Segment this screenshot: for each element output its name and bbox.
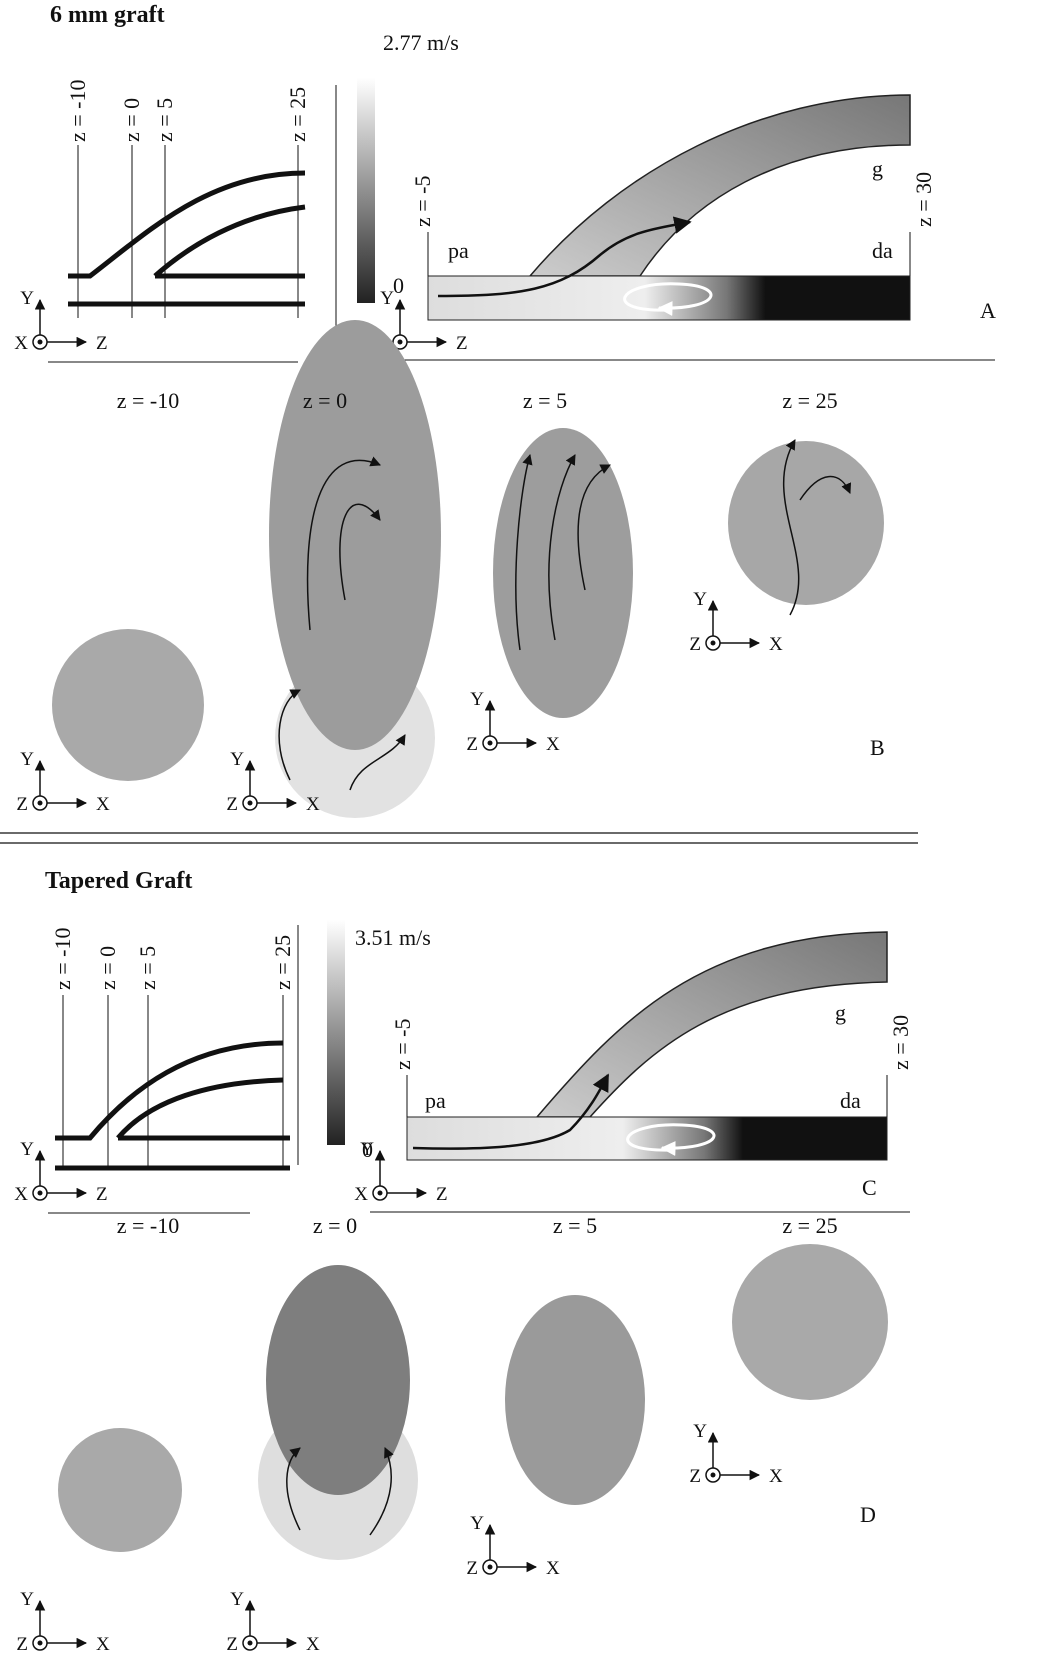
- slice-label: z = -10: [117, 1213, 180, 1238]
- cross-section: [493, 428, 633, 718]
- axis-label: Y: [20, 288, 34, 309]
- plane-label: z = 0: [95, 946, 120, 990]
- cross-section: [269, 320, 441, 750]
- axis-label: X: [546, 1558, 560, 1579]
- colorbar: [357, 78, 375, 303]
- panel-label: B: [870, 735, 885, 760]
- plane-label: z = -10: [50, 928, 75, 991]
- plane-label: z = -5: [390, 1019, 415, 1071]
- vessel-label: da: [872, 238, 893, 263]
- axis-label: Z: [16, 1634, 28, 1655]
- axis-label: Z: [226, 794, 238, 815]
- axis-label: Y: [20, 1139, 34, 1160]
- cross-section: [728, 441, 884, 605]
- axis-label: Z: [226, 1634, 238, 1655]
- axis-label: X: [96, 794, 110, 815]
- plane-label: z = 25: [285, 87, 310, 142]
- colorbar-max: 3.51 m/s: [355, 925, 431, 950]
- slice-label: z = 25: [782, 388, 837, 413]
- vessel-label: pa: [425, 1088, 446, 1113]
- axis-label: Z: [689, 1466, 701, 1487]
- axis-label: Y: [470, 1513, 484, 1534]
- graft: [530, 95, 910, 276]
- axis-label: X: [96, 1634, 110, 1655]
- slice-label: z = 0: [303, 388, 347, 413]
- axis-label: Y: [230, 1589, 244, 1610]
- cross-section: [732, 1244, 888, 1400]
- plane-label: z = -5: [410, 176, 435, 228]
- vessel-label: g: [835, 1000, 846, 1025]
- axis-dot: [378, 1191, 383, 1196]
- axis-label: Z: [689, 634, 701, 655]
- axis-label: Z: [466, 734, 478, 755]
- axis-label: Y: [693, 1421, 707, 1442]
- plane-label: z = 30: [911, 172, 936, 227]
- plane-label: z = 5: [152, 98, 177, 142]
- axis-label: Z: [96, 1184, 108, 1205]
- axis-dot: [248, 801, 253, 806]
- plane-label: z = 0: [119, 98, 144, 142]
- axis-label: Y: [380, 288, 394, 309]
- axis-dot: [711, 641, 716, 646]
- slice-label: z = 25: [782, 1213, 837, 1238]
- vessel-label: g: [872, 156, 883, 181]
- slice-label: z = 5: [553, 1213, 597, 1238]
- slice-label: z = -10: [117, 388, 180, 413]
- panel-label: C: [862, 1175, 877, 1200]
- axis-label: Y: [230, 749, 244, 770]
- axis-label: X: [546, 734, 560, 755]
- section-title: 6 mm graft: [50, 2, 165, 28]
- vessel-label: da: [840, 1088, 861, 1113]
- plane-label: z = 5: [135, 946, 160, 990]
- axis-label: Y: [360, 1139, 374, 1160]
- cross-section: [52, 629, 204, 781]
- vessel-label: pa: [448, 238, 469, 263]
- axis-label: Y: [20, 749, 34, 770]
- axis-label: X: [769, 634, 783, 655]
- axis-label: Z: [456, 333, 468, 354]
- axis-label: Z: [16, 794, 28, 815]
- axis-label: Y: [470, 689, 484, 710]
- axis-dot: [38, 1641, 43, 1646]
- host-artery: [407, 1117, 887, 1160]
- axis-label: X: [14, 1184, 28, 1205]
- axis-label: Z: [96, 333, 108, 354]
- colorbar: [327, 920, 345, 1145]
- cross-section: [266, 1265, 410, 1495]
- vessel-wall: [68, 173, 305, 276]
- figure: 6 mm graft z = -10 z = 0 z = 5 z = 25 Y X Z 2.77…: [0, 0, 1049, 1657]
- axis-dot: [248, 1641, 253, 1646]
- axis-label: Z: [436, 1184, 448, 1205]
- axis-label: X: [306, 1634, 320, 1655]
- vessel-wall: [55, 1043, 283, 1138]
- axis-label: Y: [20, 1589, 34, 1610]
- axis-dot: [488, 1565, 493, 1570]
- cross-section: [505, 1295, 645, 1505]
- axis-dot: [38, 801, 43, 806]
- axis-label: Z: [466, 1558, 478, 1579]
- axis-dot: [711, 1473, 716, 1478]
- axis-label: X: [769, 1466, 783, 1487]
- axis-label: X: [354, 1184, 368, 1205]
- axis-dot: [38, 340, 43, 345]
- axis-dot: [398, 340, 403, 345]
- plane-label: z = -10: [65, 80, 90, 143]
- panel-label: A: [980, 298, 996, 323]
- axis-label: X: [306, 794, 320, 815]
- colorbar-max: 2.77 m/s: [383, 30, 459, 55]
- panel-label: D: [860, 1502, 876, 1527]
- axis-label: Y: [693, 589, 707, 610]
- plane-label: z = 25: [270, 935, 295, 990]
- cross-section: [58, 1428, 182, 1552]
- slice-label: z = 0: [313, 1213, 357, 1238]
- axis-label: X: [14, 333, 28, 354]
- colorbar-min: 0: [393, 273, 404, 298]
- slice-label: z = 5: [523, 388, 567, 413]
- section-title: Tapered Graft: [45, 868, 192, 894]
- vessel-wall: [155, 207, 305, 276]
- axis-dot: [488, 741, 493, 746]
- plane-label: z = 30: [888, 1015, 913, 1070]
- axis-dot: [38, 1191, 43, 1196]
